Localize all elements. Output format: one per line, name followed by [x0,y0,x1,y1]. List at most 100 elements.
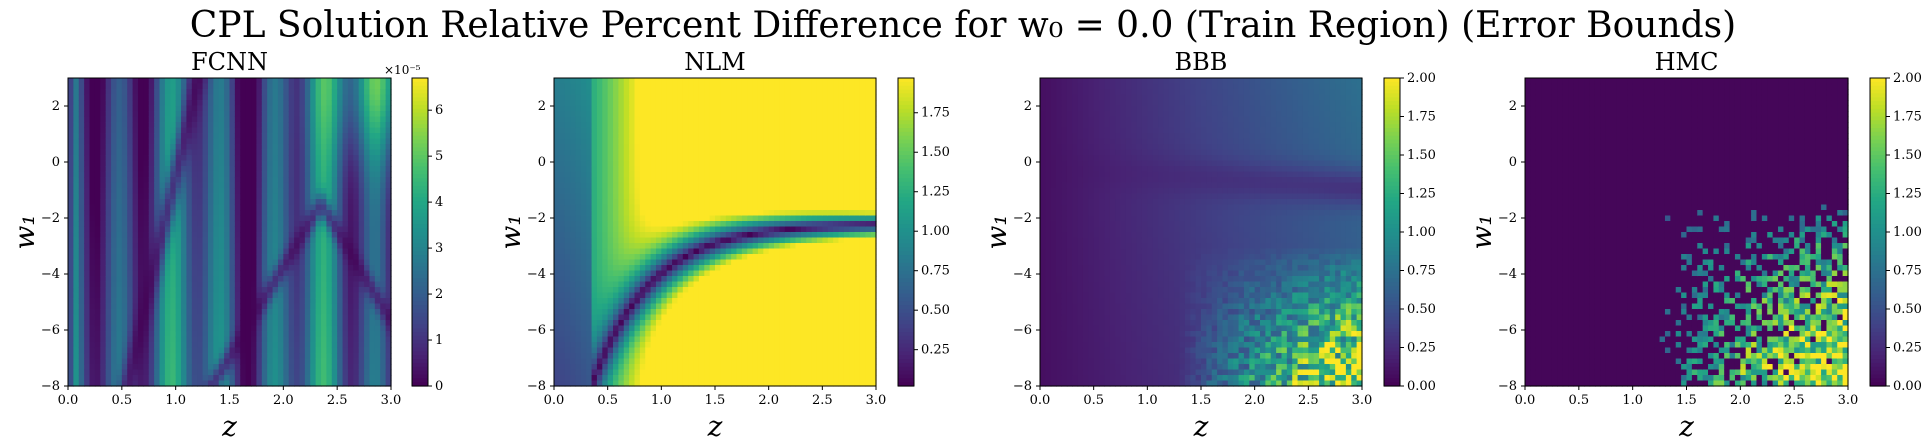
heatmap-cell [321,160,327,167]
heatmap-cell [245,133,252,140]
heatmap-cell [586,303,593,310]
heatmap-cell [288,138,295,145]
heatmap-cell [554,182,560,189]
heatmap-cell [186,100,193,107]
heatmap-cell [672,188,679,195]
heatmap-cell [84,78,91,85]
heatmap-cell [170,232,177,239]
heatmap-cell [580,325,587,332]
heatmap-cell [197,281,204,288]
heatmap-cell [272,331,279,338]
heatmap-cell [586,276,593,283]
heatmap-cell [154,353,161,360]
heatmap-cell [143,342,150,349]
heatmap-cell [267,309,274,316]
heatmap-cell [78,221,85,228]
heatmap-cell [613,270,619,277]
heatmap-cell [143,259,150,266]
heatmap-cell [127,342,134,349]
heatmap-cell [666,188,673,195]
heatmap-cell [84,287,91,294]
heatmap-cell [570,78,577,85]
heatmap-cell [154,105,161,112]
heatmap-cell [121,325,128,332]
heatmap-cell [261,369,268,376]
heatmap-cell [105,309,112,316]
heatmap-cell [224,353,231,360]
heatmap-cell [326,160,333,167]
heatmap-cell [564,369,571,376]
heatmap-cell [175,314,182,321]
heatmap-cell [342,270,349,277]
heatmap-cell [121,111,128,118]
heatmap-cell [364,210,371,217]
heatmap-cell [73,314,80,321]
heatmap-cell [310,193,317,200]
heatmap-cell [105,353,112,360]
heatmap-cell [143,221,150,228]
heatmap-cell [629,358,636,365]
heatmap-cell [267,226,274,233]
heatmap-cell [100,325,107,332]
heatmap-cell [256,336,263,343]
heatmap-cell [575,160,582,167]
heatmap-cell [224,364,231,371]
heatmap-cell [331,281,338,288]
heatmap-cell [310,303,317,310]
heatmap-cell [111,105,118,112]
heatmap-cell [639,138,646,145]
heatmap-cell [304,347,311,354]
heatmap-cell [294,276,301,283]
heatmap-cell [245,276,252,283]
heatmap-cell [570,138,577,145]
heatmap-cell [629,259,636,266]
heatmap-cell [353,237,360,244]
heatmap-cell [347,116,354,123]
heatmap-cell [688,215,695,222]
heatmap-cell [374,144,381,151]
heatmap-cell [245,160,252,167]
heatmap-cell [100,111,107,118]
heatmap-cell [229,270,236,277]
heatmap-cell [73,259,80,266]
heatmap-cell [364,336,371,343]
heatmap-cell [655,149,662,156]
heatmap-cell [380,166,387,173]
heatmap-cell [256,248,263,255]
heatmap-cell [181,127,188,134]
heatmap-cell [554,276,560,283]
x-tick-label: 0.0 [58,393,79,408]
heatmap-cell [294,375,301,382]
heatmap-cell [234,144,241,151]
heatmap-cell [207,254,214,261]
heatmap-cell [207,177,214,184]
colorbar-segment [412,266,428,272]
heatmap-cell [245,358,252,365]
heatmap-cell [618,83,625,90]
heatmap-cell [618,320,625,327]
heatmap-cell [677,358,684,365]
heatmap-cell [137,116,144,123]
heatmap-cell [337,232,344,239]
heatmap-cell [175,188,182,195]
heatmap-cell [94,336,101,343]
heatmap-cell [623,237,630,244]
heatmap-cell [164,160,171,167]
heatmap-cell [682,347,689,354]
heatmap-cell [315,314,322,321]
heatmap-cell [358,155,365,162]
heatmap-cell [294,232,301,239]
heatmap-cell [132,160,139,167]
heatmap-cell [224,358,231,365]
heatmap-cell [570,133,577,140]
heatmap-cell [100,281,107,288]
heatmap-cell [310,221,317,228]
heatmap-cell [288,83,295,90]
heatmap-cell [337,171,344,178]
heatmap-cell [326,83,333,90]
heatmap-cell [645,127,652,134]
heatmap-cell [677,254,684,261]
heatmap-cell [294,298,301,305]
heatmap-cell [586,325,593,332]
heatmap-cell [148,243,155,250]
